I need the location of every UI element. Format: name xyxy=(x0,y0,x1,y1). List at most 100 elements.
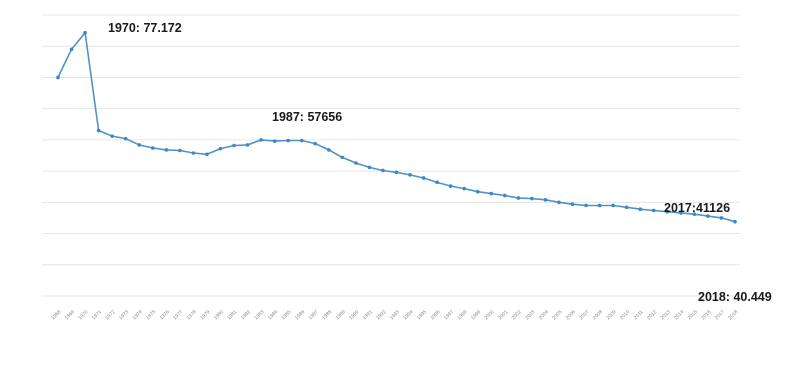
x-tick-label: 1979 xyxy=(199,309,211,321)
data-point xyxy=(313,141,318,146)
data-points xyxy=(56,30,737,224)
data-point xyxy=(448,184,453,188)
x-tick-label: 2009 xyxy=(605,309,617,321)
data-point xyxy=(259,138,263,142)
data-point xyxy=(624,205,629,210)
data-point xyxy=(164,148,169,152)
annotation-2017: 2017:41126 xyxy=(664,201,730,215)
data-point xyxy=(651,208,656,213)
x-tick-label: 1968 xyxy=(50,309,62,321)
x-tick-label: 1993 xyxy=(389,309,401,321)
data-point xyxy=(421,176,426,180)
data-point xyxy=(150,146,155,150)
data-point xyxy=(719,216,724,220)
x-tick-label: 1971 xyxy=(91,309,103,321)
x-tick-label: 1975 xyxy=(145,309,157,321)
x-tick-label: 2001 xyxy=(497,309,509,321)
data-point xyxy=(597,203,602,208)
data-point xyxy=(475,189,480,194)
x-tick-label: 1976 xyxy=(159,309,171,321)
x-tick-label: 2004 xyxy=(538,309,550,321)
data-point xyxy=(69,47,74,52)
x-tick-label: 2005 xyxy=(551,309,563,321)
data-point xyxy=(110,134,114,138)
x-tick-label: 1995 xyxy=(416,309,428,321)
x-tick-label: 1986 xyxy=(294,309,306,321)
data-point xyxy=(381,168,385,173)
data-point xyxy=(733,219,737,224)
data-point xyxy=(232,143,236,148)
annotation-1970: 1970: 77.172 xyxy=(108,21,182,35)
data-point xyxy=(462,186,467,191)
x-tick-label: 2003 xyxy=(524,309,536,321)
x-tick-label: 1973 xyxy=(118,309,130,321)
annotation-2018: 2018: 40.449 xyxy=(698,290,772,304)
x-tick-labels: 1968 1969 1970 1971 1972 1973 1974 1975 1976 1977… xyxy=(50,309,739,321)
data-point xyxy=(435,180,439,185)
data-point xyxy=(327,148,331,152)
data-point xyxy=(665,209,670,214)
x-tick-label: 1981 xyxy=(226,309,238,321)
data-point xyxy=(557,200,561,205)
x-tick-label: 1998 xyxy=(457,309,469,321)
data-point xyxy=(530,196,534,201)
x-tick-label: 1969 xyxy=(64,309,76,321)
x-tick-label: 2011 xyxy=(633,309,645,321)
data-point xyxy=(408,173,412,177)
data-point xyxy=(286,138,290,143)
x-tick-label: 1977 xyxy=(172,309,184,321)
data-point xyxy=(56,75,60,80)
data-point xyxy=(679,211,683,215)
x-tick-label: 1991 xyxy=(362,309,374,321)
x-tick-label: 2000 xyxy=(484,309,496,321)
x-tick-label: 1997 xyxy=(443,309,455,321)
x-tick-label: 1980 xyxy=(213,309,225,321)
x-tick-label: 1996 xyxy=(429,309,441,321)
data-point xyxy=(516,196,521,200)
data-point xyxy=(83,30,87,35)
data-point xyxy=(340,155,345,160)
x-tick-label: 2007 xyxy=(578,309,590,321)
x-tick-label: 1992 xyxy=(375,309,387,321)
x-tick-label: 2008 xyxy=(592,309,604,321)
x-tick-label: 1988 xyxy=(321,309,333,321)
data-point xyxy=(611,203,615,208)
x-tick-label: 1978 xyxy=(186,309,198,321)
x-tick-label: 2013 xyxy=(660,309,672,321)
data-point xyxy=(489,191,494,196)
data-point xyxy=(299,138,304,143)
data-point xyxy=(137,143,142,147)
data-point xyxy=(543,198,548,202)
x-tick-label: 1985 xyxy=(280,309,292,321)
data-point xyxy=(584,203,588,208)
data-point xyxy=(503,193,507,198)
data-point xyxy=(367,165,372,170)
x-tick-label: 2015 xyxy=(687,309,699,321)
x-tick-label: 2018 xyxy=(727,309,739,321)
x-tick-label: 1974 xyxy=(132,309,144,321)
x-tick-label: 1989 xyxy=(335,309,347,321)
x-tick-label: 1982 xyxy=(240,309,252,321)
data-point xyxy=(706,214,710,218)
x-tick-label: 2002 xyxy=(511,309,523,321)
annotation-1987: 1987: 57656 xyxy=(272,110,342,124)
data-point xyxy=(205,152,209,157)
data-point xyxy=(245,143,250,147)
data-point xyxy=(692,212,697,216)
data-point xyxy=(570,202,575,207)
data-point xyxy=(354,161,358,165)
x-tick-label: 1987 xyxy=(308,309,320,321)
data-point xyxy=(191,151,196,155)
x-tick-label: 2012 xyxy=(646,309,658,321)
x-tick-label: 2017 xyxy=(714,309,726,321)
x-tick-label: 1994 xyxy=(402,309,414,321)
x-tick-label: 1972 xyxy=(104,309,116,321)
data-point xyxy=(178,148,182,153)
x-tick-label: 1970 xyxy=(77,309,89,321)
data-point xyxy=(218,146,223,151)
x-tick-label: 1990 xyxy=(348,309,360,321)
x-tick-label: 2006 xyxy=(565,309,577,321)
x-tick-label: 2010 xyxy=(619,309,631,321)
data-point xyxy=(123,136,128,141)
